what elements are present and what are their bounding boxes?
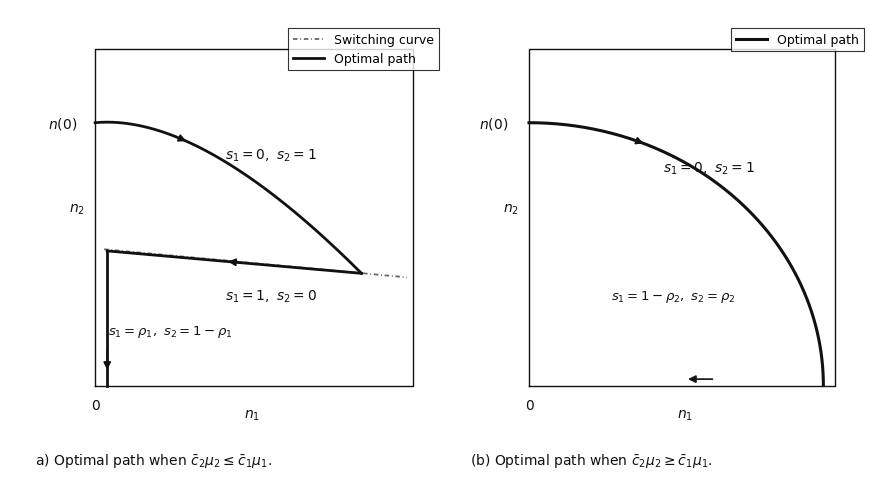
Text: $n(0)$: $n(0)$ <box>478 116 508 132</box>
Legend: Optimal path: Optimal path <box>731 29 864 52</box>
Text: $s_1=0,\ s_2=1$: $s_1=0,\ s_2=1$ <box>225 147 316 164</box>
Text: 0: 0 <box>525 398 533 412</box>
Text: $n_1$: $n_1$ <box>677 408 693 423</box>
Legend: Switching curve, Optimal path: Switching curve, Optimal path <box>288 29 439 71</box>
Text: 0: 0 <box>90 398 99 412</box>
Text: $n(0)$: $n(0)$ <box>48 116 77 132</box>
Text: $s_1=1,\ s_2=0$: $s_1=1,\ s_2=0$ <box>225 288 316 304</box>
Text: $n_2$: $n_2$ <box>503 203 519 217</box>
Text: $n_2$: $n_2$ <box>69 203 85 217</box>
Text: $s_1=\rho_1,\ s_2=1-\rho_1$: $s_1=\rho_1,\ s_2=1-\rho_1$ <box>108 323 233 339</box>
Text: (b) Optimal path when $\bar{c}_2\mu_2 \geq \bar{c}_1\mu_1$.: (b) Optimal path when $\bar{c}_2\mu_2 \g… <box>470 452 712 469</box>
Text: a) Optimal path when $\bar{c}_2\mu_2 \leq \bar{c}_1\mu_1$.: a) Optimal path when $\bar{c}_2\mu_2 \le… <box>35 452 272 469</box>
Text: $s_1=0,\ s_2=1$: $s_1=0,\ s_2=1$ <box>664 160 755 176</box>
Text: $n_1$: $n_1$ <box>245 408 260 423</box>
Text: $s_1=1-\rho_2,\ s_2=\rho_2$: $s_1=1-\rho_2,\ s_2=\rho_2$ <box>611 288 735 304</box>
